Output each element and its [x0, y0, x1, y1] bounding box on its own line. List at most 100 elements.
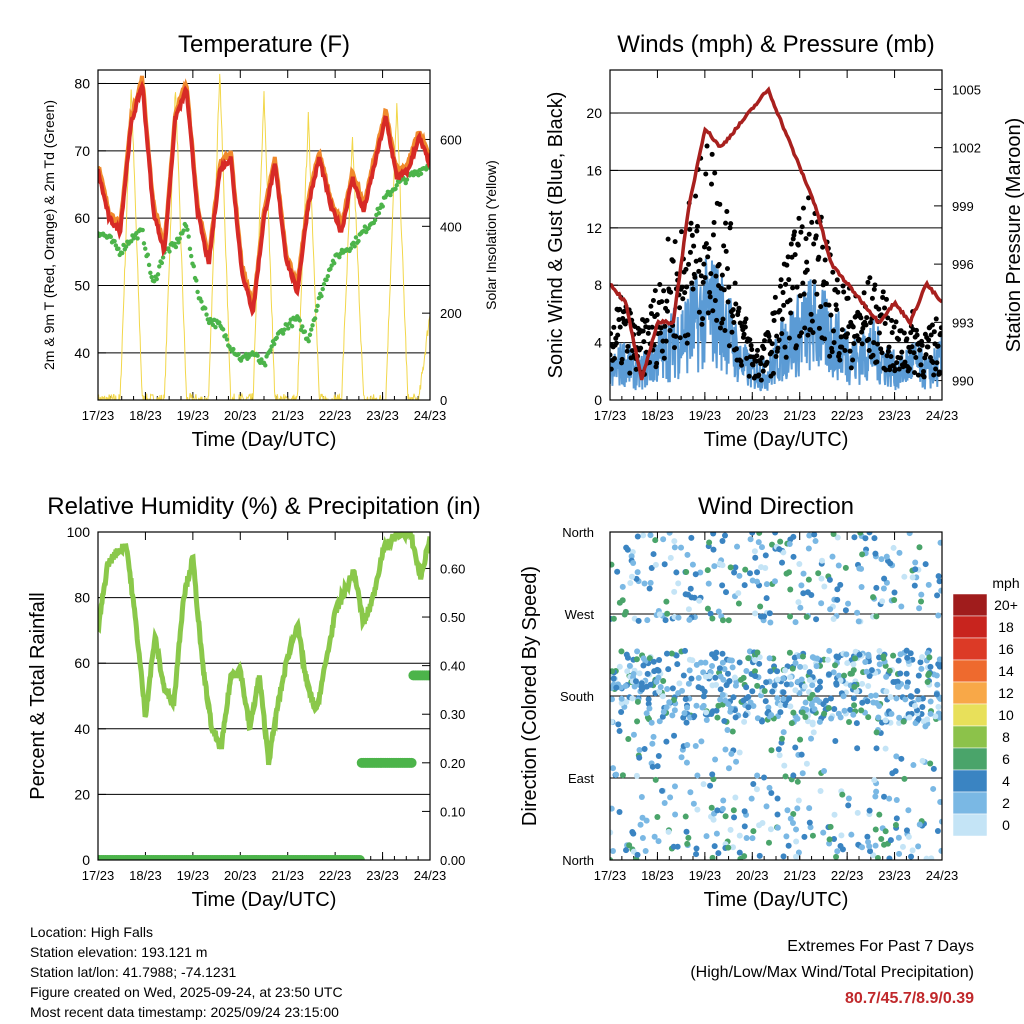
direction-point: [891, 596, 898, 603]
y-tick-label: 40: [74, 721, 90, 737]
dewpoint-point: [280, 331, 286, 336]
direction-point: [750, 781, 757, 788]
direction-point: [840, 693, 847, 700]
direction-point: [811, 532, 818, 538]
dewpoint-point: [154, 276, 159, 282]
direction-point: [835, 710, 842, 717]
direction-point: [787, 586, 794, 593]
direction-point: [880, 653, 887, 660]
y2-axis-label: Solar Insolation (Yellow): [483, 160, 499, 310]
direction-point: [697, 569, 704, 576]
series-group: [610, 86, 942, 392]
direction-point: [800, 570, 807, 577]
direction-point: [763, 595, 770, 602]
direction-point: [786, 695, 793, 702]
dewpoint-point: [143, 246, 148, 251]
direction-point: [663, 704, 670, 711]
direction-point: [893, 753, 900, 760]
gust-point: [845, 295, 851, 301]
y2-tick-label: 0.00: [440, 853, 465, 868]
direction-point: [896, 714, 903, 721]
gust-point: [686, 261, 692, 267]
direction-point: [841, 707, 848, 714]
direction-point: [933, 672, 940, 679]
direction-point: [836, 672, 843, 679]
x-tick-label: 17/23: [82, 868, 115, 883]
direction-point: [752, 673, 759, 680]
direction-point: [613, 684, 620, 691]
direction-point: [934, 592, 941, 599]
dewpoint-point: [418, 171, 424, 176]
extremes-title: Extremes For Past 7 Days: [787, 938, 974, 955]
dewpoint-point: [231, 346, 236, 352]
direction-point: [927, 663, 934, 670]
gust-point: [684, 284, 690, 290]
direction-point: [753, 786, 760, 793]
direction-point: [693, 845, 700, 852]
dewpoint-point: [123, 244, 129, 249]
direction-point: [698, 738, 705, 745]
x-tick-label: 22/23: [831, 868, 864, 883]
x-tick-label: 17/23: [82, 408, 115, 423]
direction-point: [895, 657, 902, 664]
gust-point: [731, 320, 737, 326]
direction-point: [621, 611, 628, 618]
direction-point: [936, 656, 942, 663]
gust-point: [850, 357, 856, 363]
direction-point: [888, 710, 895, 717]
gust-point: [845, 331, 851, 337]
gust-point: [923, 352, 929, 358]
direction-point: [610, 675, 617, 682]
gust-point: [851, 341, 857, 347]
direction-point: [826, 836, 833, 843]
precip-point: [406, 757, 417, 768]
direction-point: [648, 719, 655, 726]
direction-point: [682, 813, 689, 820]
direction-point: [633, 575, 640, 582]
direction-point: [646, 655, 653, 662]
direction-point: [686, 667, 693, 674]
chart-title: Winds (mph) & Pressure (mb): [617, 31, 934, 58]
direction-point: [912, 566, 919, 573]
gust-point: [687, 249, 693, 255]
gust-point: [856, 336, 862, 342]
direction-point: [905, 807, 912, 814]
dewpoint-point: [223, 333, 228, 338]
direction-point: [834, 586, 841, 593]
x-tick-label: 24/23: [414, 408, 447, 423]
direction-point: [659, 787, 666, 794]
gust-point: [700, 316, 706, 322]
direction-point: [815, 570, 822, 577]
dewpoint-point: [213, 325, 218, 330]
gust-point: [847, 348, 853, 354]
direction-point: [792, 853, 799, 860]
x-axis-label: Time (Day/UTC): [192, 889, 337, 911]
x-tick-label: 20/23: [224, 868, 257, 883]
direction-point: [754, 682, 761, 689]
gust-point: [657, 330, 663, 336]
legend-swatch: [952, 813, 988, 837]
direction-point: [908, 853, 915, 860]
dewpoint-point: [268, 348, 273, 353]
direction-point: [616, 599, 623, 606]
direction-point: [741, 823, 748, 830]
precip-series: [98, 670, 430, 860]
direction-point: [795, 797, 802, 804]
gust-point: [788, 310, 794, 316]
direction-point: [743, 834, 750, 841]
gust-point: [741, 331, 747, 337]
gust-point: [823, 281, 829, 287]
direction-point: [671, 538, 678, 545]
direction-point: [751, 548, 758, 555]
dewpoint-point: [321, 281, 327, 287]
gust-point: [747, 337, 753, 343]
dewpoint-point: [145, 252, 150, 257]
direction-point: [707, 610, 714, 617]
direction-point: [675, 580, 682, 587]
direction-point: [704, 567, 711, 574]
direction-point: [830, 532, 837, 537]
precip-point: [425, 670, 430, 681]
gust-point: [692, 274, 698, 280]
gust-point: [617, 324, 623, 330]
dewpoint-point: [146, 262, 152, 268]
